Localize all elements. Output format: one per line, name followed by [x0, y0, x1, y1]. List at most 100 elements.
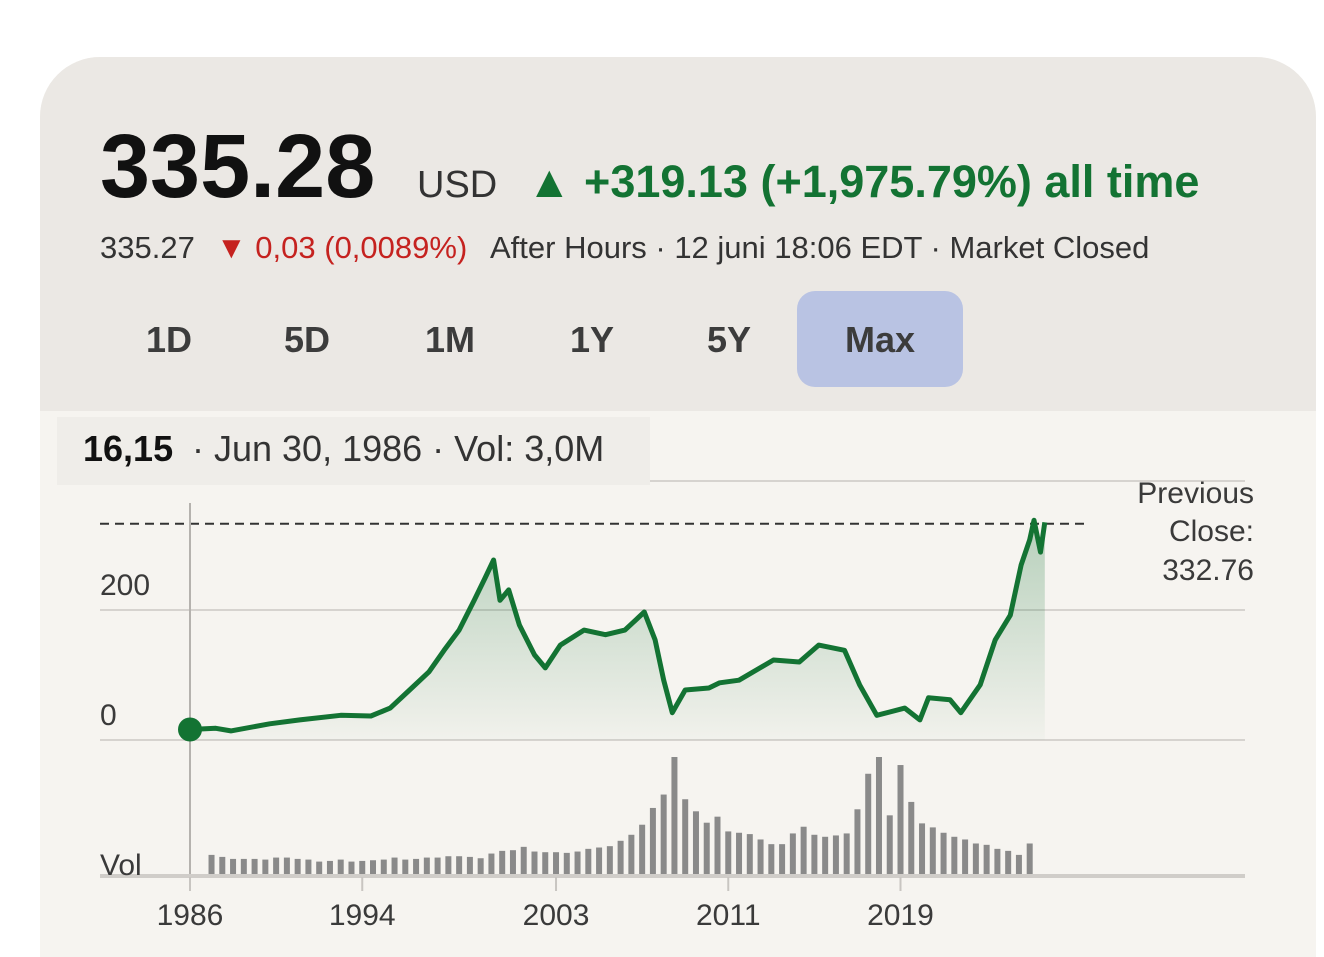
active-tab-bg [797, 291, 963, 387]
volume-bar [262, 859, 269, 875]
volume-label: Vol [100, 849, 142, 882]
market-status: After Hours · 12 juni 18:06 EDT · Market… [490, 230, 1149, 265]
volume-bar [1026, 843, 1033, 875]
volume-bar [725, 831, 732, 875]
volume-bar [553, 852, 560, 875]
volume-bar [832, 835, 839, 875]
volume-bar [563, 852, 570, 875]
volume-bar [337, 859, 344, 875]
volume-bar [789, 833, 796, 875]
volume-bar [240, 858, 247, 875]
x-tick-label: 1994 [329, 899, 396, 932]
volume-bar [875, 757, 882, 875]
volume-bar [477, 858, 484, 875]
x-tick-label: 2011 [696, 899, 761, 932]
volume-bar [413, 858, 420, 875]
volume-bar [359, 860, 366, 875]
volume-bar [585, 848, 592, 875]
volume-bar [251, 858, 258, 875]
volume-bar [542, 852, 549, 875]
volume-bar [703, 822, 710, 875]
range-tab[interactable]: Max [845, 319, 915, 360]
y-tick-label: 200 [100, 569, 150, 602]
after-hours-change: ▼ 0,03 (0,0089%) [216, 230, 467, 265]
volume-bar [628, 834, 635, 875]
previous-close-value: 332.76 [1162, 554, 1254, 587]
volume-bar [940, 832, 947, 875]
volume-bar [983, 844, 990, 875]
volume-bar [423, 857, 430, 875]
volume-bar [391, 857, 398, 875]
volume-bar [509, 850, 516, 875]
range-tabs: 1D 5D 1M 1Y 5Y Max [146, 291, 963, 387]
volume-bar [305, 859, 312, 875]
volume-bar [897, 765, 904, 875]
volume-bar [434, 857, 441, 875]
volume-bar [757, 839, 764, 875]
volume-bar [499, 850, 506, 875]
volume-bar [617, 840, 624, 875]
volume-bar [660, 794, 667, 875]
range-tab[interactable]: 1M [425, 319, 475, 360]
price: 335.28 [100, 117, 375, 217]
volume-bar [843, 833, 850, 875]
volume-bar [811, 834, 818, 875]
volume-bar [283, 857, 290, 875]
volume-bar [908, 801, 915, 875]
volume-bar [456, 856, 463, 875]
volume-bar [273, 857, 280, 875]
volume-bar [326, 860, 333, 875]
tooltip-box [57, 417, 650, 485]
tooltip-details: · Jun 30, 1986 · Vol: 3,0M [192, 428, 604, 469]
volume-bar [316, 861, 323, 875]
volume-bar [682, 799, 689, 875]
volume-bar [994, 848, 1001, 875]
volume-bar [208, 854, 215, 875]
volume-bar [962, 839, 969, 875]
x-tick-label: 1986 [157, 899, 224, 932]
volume-bar [1005, 850, 1012, 875]
x-tick-label: 2019 [867, 899, 934, 932]
volume-bar [370, 860, 377, 875]
all-time-change: ▲ +319.13 (+1,975.79%) all time [527, 156, 1199, 207]
volume-bar [219, 856, 226, 875]
volume-bar [230, 858, 237, 875]
volume-bar [294, 858, 301, 875]
volume-bar [951, 836, 958, 875]
volume-bar [768, 844, 775, 875]
volume-bar [466, 856, 473, 875]
volume-bar [972, 843, 979, 875]
volume-bar [488, 853, 495, 875]
volume-bar [886, 815, 893, 875]
volume-bar [649, 807, 656, 875]
y-tick-label: 0 [100, 699, 117, 732]
volume-bar [822, 836, 829, 875]
volume-bar [692, 811, 699, 875]
volume-bar [800, 826, 807, 875]
volume-bar [639, 824, 646, 875]
volume-bar [865, 773, 872, 875]
volume-bar [402, 859, 409, 875]
volume-bar [445, 856, 452, 875]
volume-bar [574, 851, 581, 875]
hover-point [178, 717, 202, 742]
volume-bar [596, 847, 603, 875]
price-line [189, 517, 1048, 734]
previous-close-label: Close: [1169, 515, 1254, 548]
volume-bar [736, 832, 743, 875]
previous-close-label: Previous [1137, 477, 1254, 510]
volume-bar [779, 844, 786, 875]
range-tab[interactable]: 5Y [707, 319, 751, 360]
range-tab[interactable]: 5D [284, 319, 330, 360]
volume-bar [746, 834, 753, 875]
tooltip-value: 16,15 [83, 428, 173, 469]
volume-bar [854, 809, 861, 875]
range-tab[interactable]: 1Y [570, 319, 614, 360]
after-hours-price: 335.27 [100, 230, 195, 265]
volume-bar [929, 827, 936, 875]
volume-bar [1015, 854, 1022, 875]
range-tab[interactable]: 1D [146, 319, 192, 360]
volume-bar [531, 851, 538, 875]
volume-bar [348, 861, 355, 875]
